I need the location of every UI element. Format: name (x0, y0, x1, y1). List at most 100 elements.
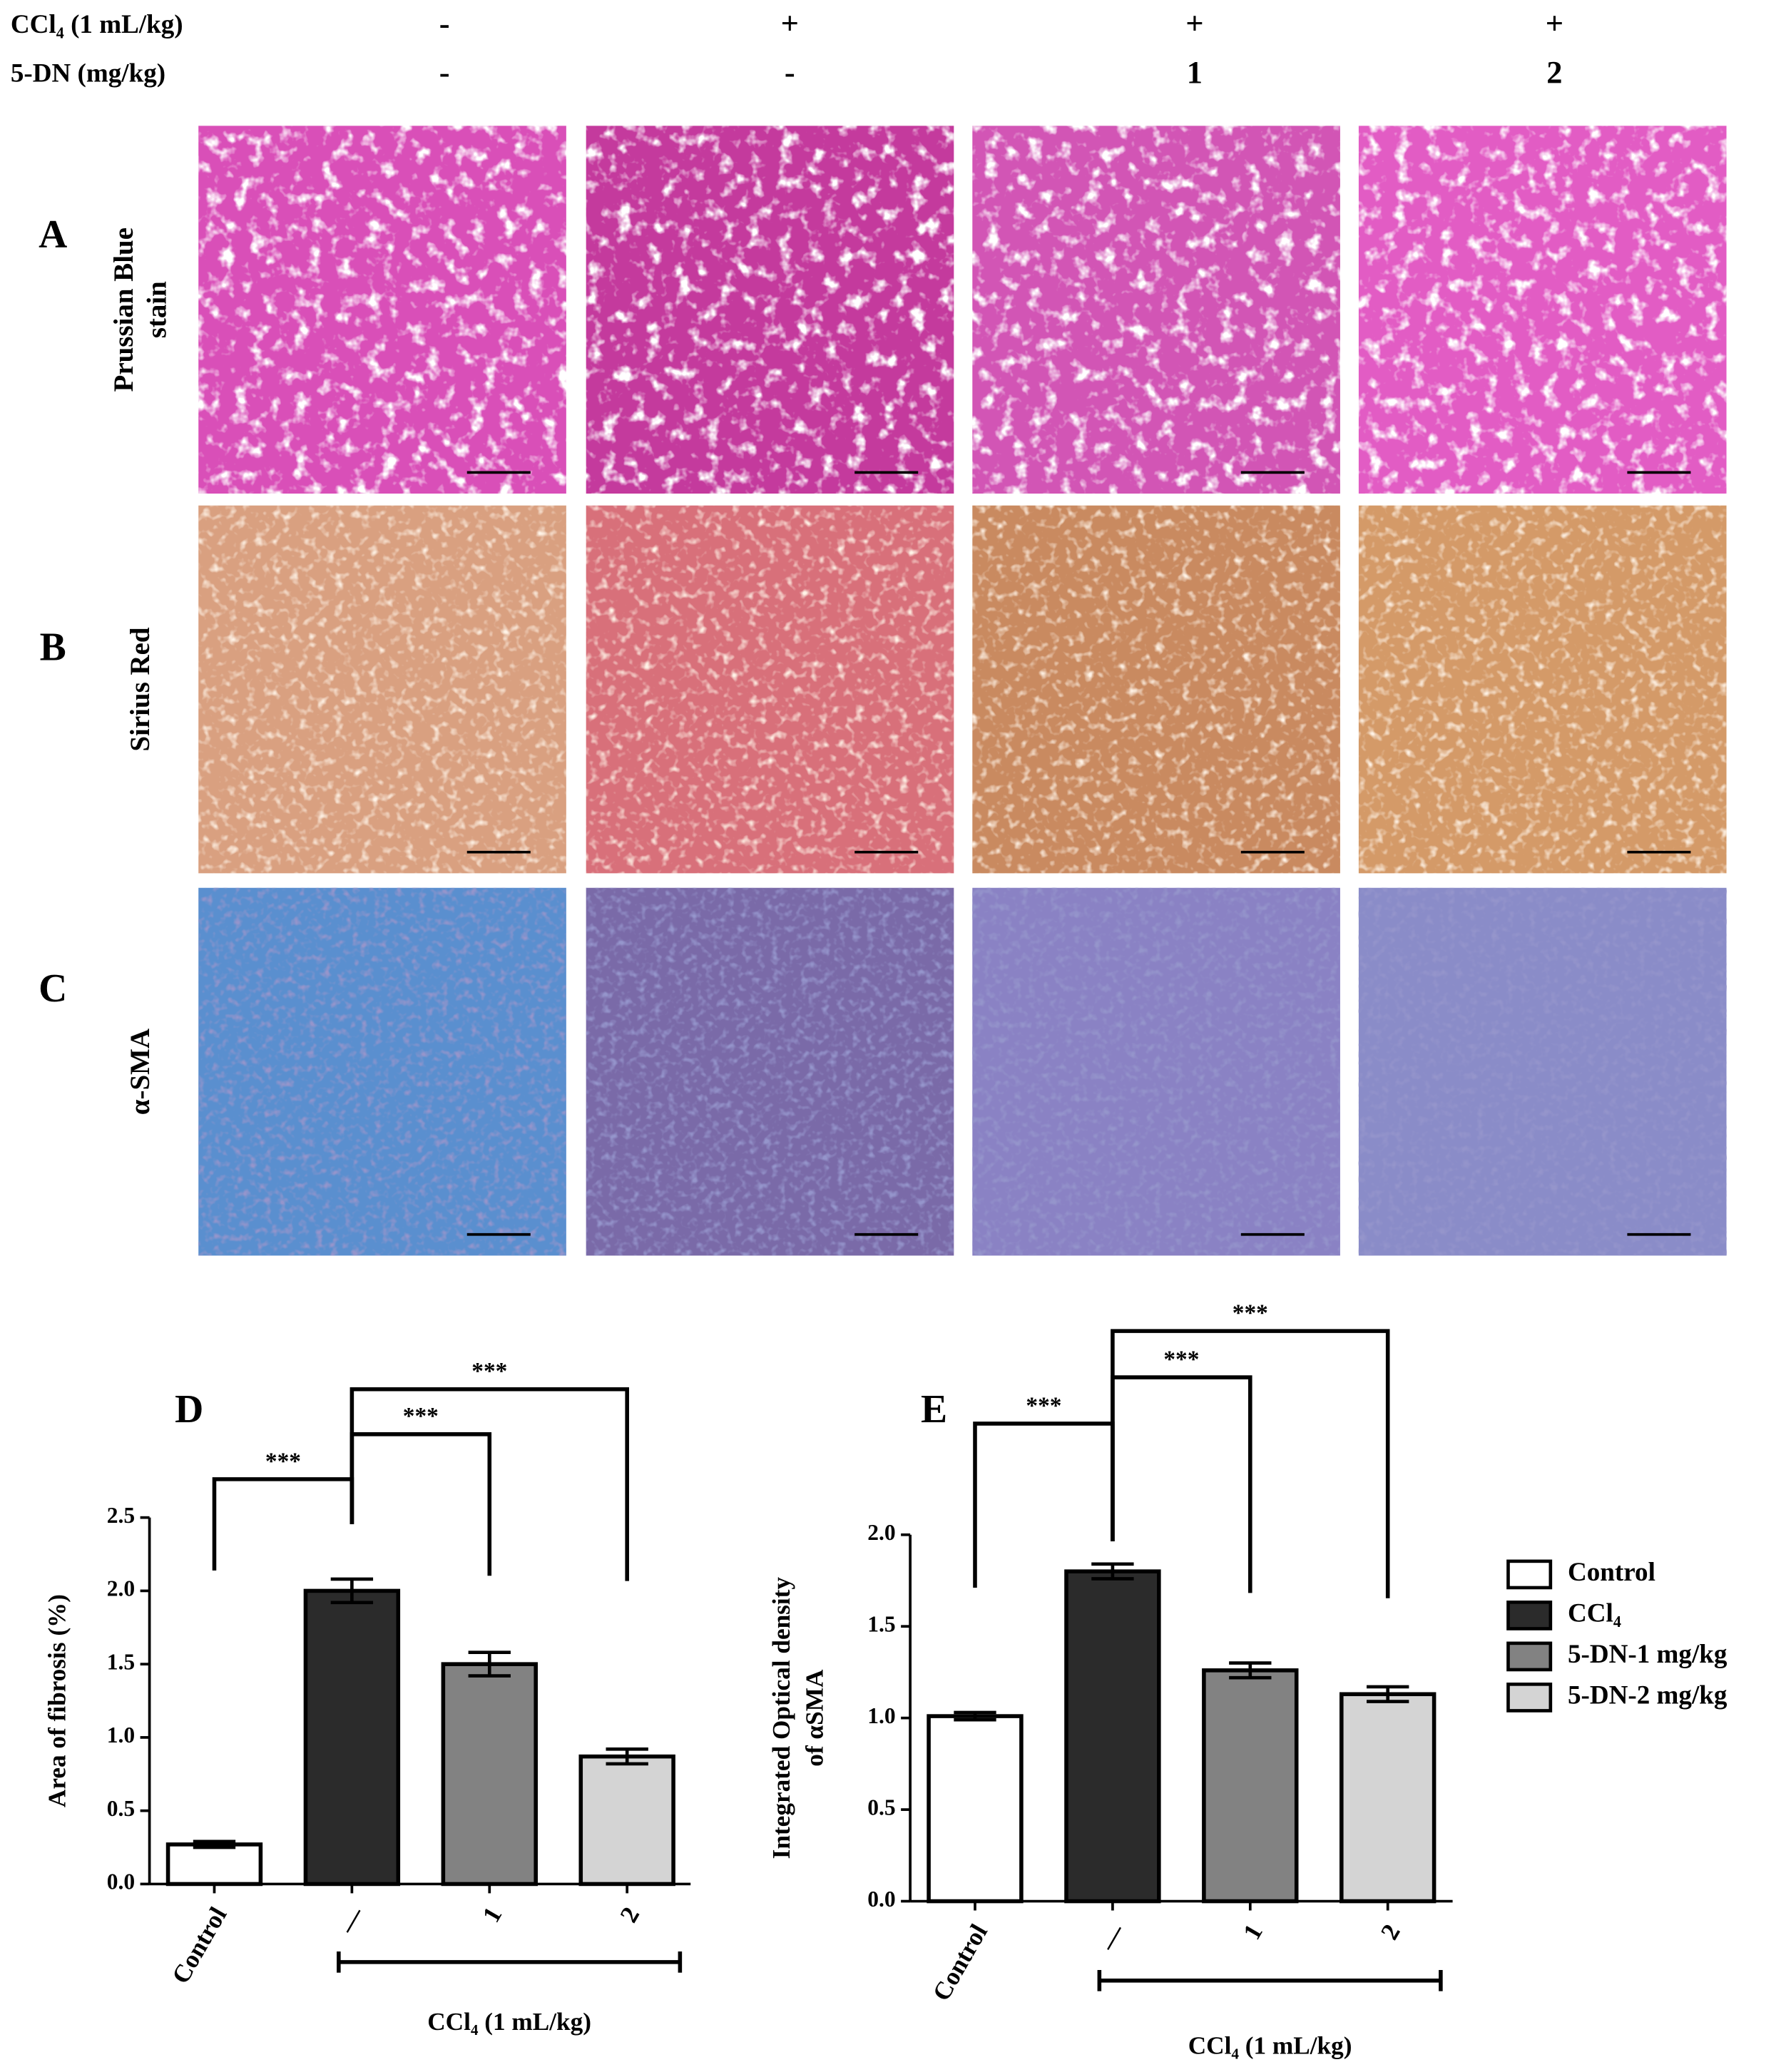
error-bar (1367, 1685, 1409, 1703)
panel-letter: C (39, 966, 67, 1011)
micrograph-texture (1358, 126, 1727, 494)
bracket-line (1111, 1375, 1252, 1593)
y-axis-label: Integrated Optical density (767, 1577, 795, 1859)
x-tick-label: Control (927, 1919, 993, 2006)
significance-label: *** (1026, 1392, 1061, 1419)
x-tick-label: 1 (1238, 1919, 1268, 1944)
panel-letter: E (921, 1387, 947, 1431)
y-tick-label: 0.5 (107, 1796, 135, 1821)
row-label: Sirius Red (125, 627, 155, 752)
y-axis-label: Area of fibrosis (%) (44, 1594, 71, 1807)
bracket-line (1111, 1329, 1390, 1598)
significance-bracket: *** (1111, 1300, 1390, 1598)
legend-swatch (1506, 1601, 1553, 1630)
header-value: + (781, 5, 799, 41)
group-label: CCl₄ (1 mL/kg) (1188, 2032, 1352, 2060)
y-tick-label: 1.0 (867, 1703, 895, 1728)
micrograph (972, 126, 1340, 494)
bar (1340, 1692, 1437, 1904)
legend-label: 5-DN-1 mg/kg (1568, 1640, 1728, 1669)
micrograph-texture (198, 505, 566, 874)
significance-bracket: *** (1111, 1346, 1252, 1593)
micrograph (586, 505, 954, 874)
micrograph-texture (198, 887, 566, 1256)
micrograph-texture (972, 505, 1340, 874)
y-tick-label: 1.5 (867, 1611, 895, 1636)
y-tick-label: 2.0 (107, 1576, 135, 1601)
error-bar (193, 1839, 236, 1849)
bar (1202, 1668, 1299, 1904)
header-value: - (439, 5, 450, 41)
micrograph-texture (972, 887, 1340, 1256)
row-label: Prussian Blue (108, 228, 139, 392)
micrograph-texture (972, 126, 1340, 494)
row-label: α-SMA (125, 1029, 155, 1115)
legend-label: 5-DN-2 mg/kg (1568, 1680, 1728, 1710)
micrograph (972, 505, 1340, 874)
bracket-line (349, 1432, 492, 1576)
y-tick-label: 2.5 (107, 1503, 135, 1528)
micrograph-texture (586, 126, 954, 494)
micrograph (198, 126, 566, 494)
bar (1064, 1569, 1161, 1904)
legend-swatch (1506, 1559, 1553, 1590)
x-tick-label: Control (166, 1902, 232, 1989)
bar (441, 1662, 538, 1887)
micrograph-texture (1358, 887, 1727, 1256)
row-label: stain (141, 281, 172, 338)
panel-letter: D (175, 1387, 203, 1431)
micrograph (198, 505, 566, 874)
bar (303, 1588, 401, 1887)
significance-bracket: *** (349, 1358, 629, 1581)
micrograph (972, 887, 1340, 1256)
micrograph (198, 887, 566, 1256)
significance-label: *** (403, 1403, 439, 1429)
error-bar (1091, 1562, 1134, 1581)
header-value: 1 (1187, 54, 1203, 90)
y-axis-label: of αSMA (800, 1669, 828, 1767)
bracket-line (349, 1387, 629, 1581)
x-tick-label: 2 (1375, 1919, 1406, 1944)
bar (165, 1842, 263, 1887)
header-value: - (439, 54, 450, 90)
panel-letter: A (39, 213, 67, 257)
header-value: 2 (1546, 54, 1562, 90)
x-tick-label: 2 (615, 1902, 645, 1927)
micrograph (586, 887, 954, 1256)
y-tick-label: 0.0 (107, 1869, 135, 1894)
micrograph-texture (198, 126, 566, 494)
micrograph-texture (586, 505, 954, 874)
error-bar (1229, 1661, 1272, 1680)
bracket-line (212, 1477, 354, 1571)
error-bar (330, 1577, 374, 1605)
x-tick-label: — (1093, 1919, 1131, 1956)
legend-label: Control (1568, 1558, 1655, 1587)
header-value: - (785, 54, 795, 90)
y-tick-label: 0.0 (867, 1887, 895, 1912)
y-tick-label: 1.0 (107, 1723, 135, 1747)
header-label: CCl₄ (1 mL/kg) (11, 10, 183, 39)
micrograph (586, 126, 954, 494)
x-tick-label: — (333, 1902, 370, 1939)
micrograph (1358, 126, 1727, 494)
micrograph-texture (586, 887, 954, 1256)
bar (927, 1714, 1024, 1904)
legend-swatch (1506, 1641, 1553, 1672)
x-tick-label: 1 (477, 1902, 508, 1927)
header-value: + (1546, 5, 1563, 41)
y-tick-label: 2.0 (867, 1520, 895, 1545)
panel-letter: B (40, 626, 66, 670)
significance-bracket: *** (973, 1392, 1115, 1588)
bar (578, 1754, 675, 1887)
significance-bracket: *** (349, 1403, 492, 1576)
legend-swatch (1506, 1683, 1553, 1713)
significance-label: *** (471, 1358, 507, 1384)
group-label: CCl₄ (1 mL/kg) (427, 2008, 591, 2036)
header-label: 5-DN (mg/kg) (11, 58, 165, 88)
significance-label: *** (1163, 1346, 1199, 1372)
y-tick-label: 1.5 (107, 1649, 135, 1674)
micrograph (1358, 887, 1727, 1256)
error-bar (468, 1650, 511, 1678)
significance-label: *** (1233, 1300, 1268, 1327)
